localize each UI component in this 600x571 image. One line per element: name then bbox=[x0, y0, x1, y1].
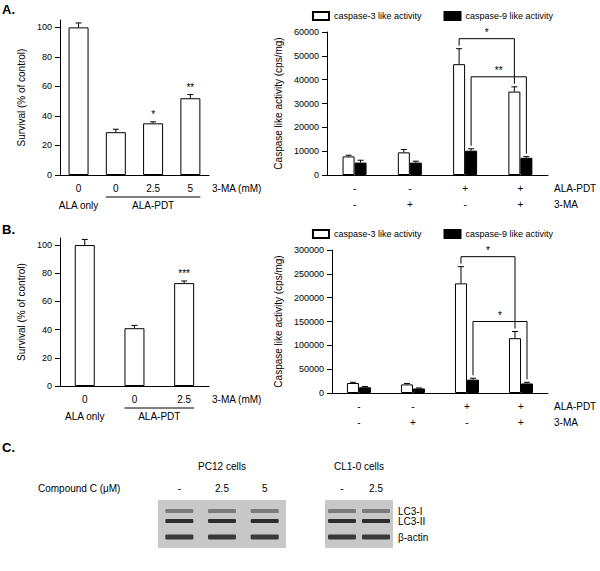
svg-text:CL1-0 cells: CL1-0 cells bbox=[334, 461, 384, 472]
html-text:C.: C. bbox=[2, 440, 15, 455]
svg-text:250000: 250000 bbox=[294, 269, 324, 279]
svg-text:ALA only: ALA only bbox=[65, 411, 104, 422]
svg-text:2.5: 2.5 bbox=[369, 483, 383, 494]
svg-text:*: * bbox=[486, 245, 490, 256]
svg-text:+: + bbox=[518, 401, 524, 412]
svg-text:40: 40 bbox=[42, 325, 52, 335]
svg-text:caspase-9 like activity: caspase-9 like activity bbox=[466, 11, 554, 21]
svg-text:*: * bbox=[498, 310, 502, 321]
svg-text:200000: 200000 bbox=[294, 293, 324, 303]
svg-text:**: ** bbox=[495, 65, 503, 76]
svg-text:β-actin: β-actin bbox=[398, 532, 428, 543]
svg-text:60: 60 bbox=[42, 296, 52, 306]
svg-text:3-MA: 3-MA bbox=[554, 417, 578, 428]
svg-text:40000: 40000 bbox=[294, 75, 319, 85]
svg-text:0: 0 bbox=[47, 170, 52, 180]
svg-text:-: - bbox=[465, 417, 468, 428]
svg-text:+: + bbox=[518, 417, 524, 428]
html-text:A.: A. bbox=[2, 2, 15, 17]
svg-text:Survival (% of control): Survival (% of control) bbox=[16, 263, 27, 361]
svg-text:5: 5 bbox=[262, 483, 268, 494]
svg-text:ALA-PDT: ALA-PDT bbox=[132, 200, 174, 211]
svg-text:40: 40 bbox=[42, 111, 52, 121]
svg-text:60: 60 bbox=[42, 81, 52, 91]
svg-text:0: 0 bbox=[132, 394, 138, 405]
svg-text:-: - bbox=[353, 183, 356, 194]
svg-text:0: 0 bbox=[113, 183, 119, 194]
svg-text:LC3-I: LC3-I bbox=[398, 506, 423, 517]
svg-text:10000: 10000 bbox=[294, 146, 319, 156]
svg-text:caspase-3 like activity: caspase-3 like activity bbox=[334, 229, 422, 239]
svg-text:ALA-PDT: ALA-PDT bbox=[138, 411, 180, 422]
svg-text:caspase-3 like activity: caspase-3 like activity bbox=[334, 11, 422, 21]
svg-text:ALA-PDT: ALA-PDT bbox=[554, 401, 596, 412]
svg-text:***: *** bbox=[178, 268, 190, 279]
svg-text:100000: 100000 bbox=[294, 340, 324, 350]
svg-text:3-MA (mM): 3-MA (mM) bbox=[212, 394, 261, 405]
svg-text:Compound C (μM): Compound C (μM) bbox=[38, 483, 120, 494]
svg-text:3-MA: 3-MA bbox=[554, 199, 578, 210]
svg-text:+: + bbox=[462, 183, 468, 194]
svg-text:50000: 50000 bbox=[299, 364, 324, 374]
svg-text:Caspase like activity (cps/mg): Caspase like activity (cps/mg) bbox=[273, 255, 284, 387]
svg-text:+: + bbox=[464, 401, 470, 412]
svg-text:30000: 30000 bbox=[294, 99, 319, 109]
svg-text:*: * bbox=[485, 27, 489, 38]
svg-text:2.5: 2.5 bbox=[177, 394, 191, 405]
svg-text:LC3-II: LC3-II bbox=[398, 516, 425, 527]
svg-text:0: 0 bbox=[76, 183, 82, 194]
svg-text:20000: 20000 bbox=[294, 122, 319, 132]
svg-text:-: - bbox=[340, 483, 343, 494]
svg-text:Survival (% of control): Survival (% of control) bbox=[16, 49, 27, 147]
svg-text:100: 100 bbox=[37, 22, 52, 32]
svg-text:ALA-PDT: ALA-PDT bbox=[554, 183, 596, 194]
svg-text:5: 5 bbox=[188, 183, 194, 194]
svg-text:+: + bbox=[517, 183, 523, 194]
svg-text:+: + bbox=[410, 417, 416, 428]
svg-text:ALA only: ALA only bbox=[59, 200, 98, 211]
svg-text:-: - bbox=[353, 199, 356, 210]
svg-text:2.5: 2.5 bbox=[215, 483, 229, 494]
svg-text:2.5: 2.5 bbox=[146, 183, 160, 194]
svg-text:80: 80 bbox=[42, 268, 52, 278]
svg-text:300000: 300000 bbox=[294, 245, 324, 255]
svg-text:Caspase like activity (cps/mg): Caspase like activity (cps/mg) bbox=[273, 37, 284, 169]
svg-text:50000: 50000 bbox=[294, 51, 319, 61]
svg-text:PC12 cells: PC12 cells bbox=[198, 461, 246, 472]
svg-text:-: - bbox=[357, 401, 360, 412]
svg-text:-: - bbox=[463, 199, 466, 210]
svg-text:-: - bbox=[178, 483, 181, 494]
svg-text:0: 0 bbox=[314, 170, 319, 180]
svg-text:+: + bbox=[407, 199, 413, 210]
html-text:B.: B. bbox=[2, 222, 15, 237]
svg-text:+: + bbox=[517, 199, 523, 210]
svg-text:**: ** bbox=[186, 82, 194, 93]
svg-text:80: 80 bbox=[42, 52, 52, 62]
svg-text:3-MA (mM): 3-MA (mM) bbox=[212, 183, 261, 194]
svg-text:0: 0 bbox=[82, 394, 88, 405]
svg-text:0: 0 bbox=[319, 388, 324, 398]
svg-text:0: 0 bbox=[47, 381, 52, 391]
svg-text:60000: 60000 bbox=[294, 27, 319, 37]
svg-text:caspase-9 like activity: caspase-9 like activity bbox=[466, 229, 554, 239]
svg-text:-: - bbox=[357, 417, 360, 428]
svg-text:20: 20 bbox=[42, 353, 52, 363]
svg-text:20: 20 bbox=[42, 140, 52, 150]
svg-text:*: * bbox=[151, 109, 155, 120]
svg-text:-: - bbox=[411, 401, 414, 412]
svg-text:100: 100 bbox=[37, 240, 52, 250]
svg-text:-: - bbox=[408, 183, 411, 194]
svg-text:150000: 150000 bbox=[294, 317, 324, 327]
